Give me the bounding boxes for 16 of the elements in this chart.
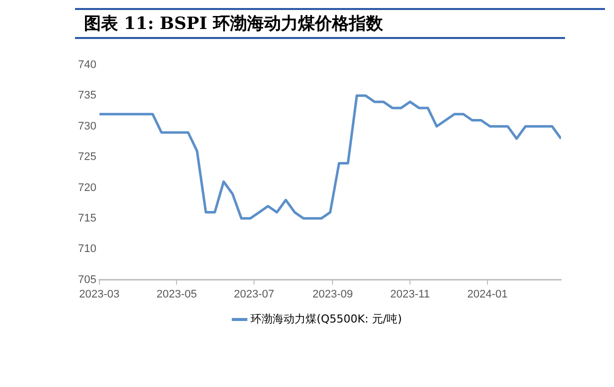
x-tick-label: 2023-03 bbox=[79, 288, 120, 300]
x-tick-label: 2023-11 bbox=[390, 288, 430, 300]
y-tick-label: 725 bbox=[78, 151, 96, 164]
x-tick-label: 2023-07 bbox=[234, 288, 274, 300]
y-tick-label: 730 bbox=[78, 120, 96, 132]
y-tick-label: 735 bbox=[78, 90, 96, 102]
x-tick-label: 2023-05 bbox=[156, 288, 197, 300]
y-tick-label: 715 bbox=[78, 212, 96, 224]
y-tick-label: 720 bbox=[78, 182, 96, 194]
x-tick-label: 2024-01 bbox=[467, 288, 508, 300]
y-tick-label: 740 bbox=[78, 59, 96, 72]
x-tick-label: 2023-09 bbox=[312, 288, 353, 300]
chart-title: 图表 11: BSPI 环渤海动力煤价格指数 bbox=[84, 13, 384, 35]
y-tick-label: 710 bbox=[78, 243, 96, 256]
y-tick-label: 705 bbox=[78, 274, 96, 286]
legend-label: 环渤海动力煤(Q5500K: 元/吨) bbox=[250, 312, 402, 326]
